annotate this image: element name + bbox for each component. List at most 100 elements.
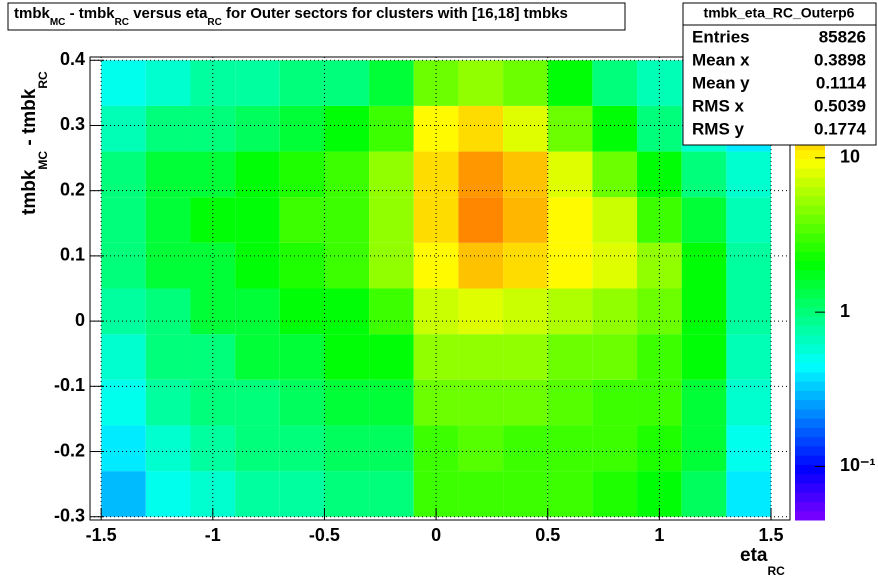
axes: -1.5 -1 -0.5 0 0.5 1 1.5 -0.3 -0.2 -0.1 0 0.1 0.2 0.3… xyxy=(54,49,784,545)
title-part: - tmbk xyxy=(65,5,115,22)
y-tick-label: 0 xyxy=(75,310,85,330)
heat-cell xyxy=(324,471,370,517)
title-part: versus eta xyxy=(129,5,208,22)
color-bar-step xyxy=(795,214,825,225)
heat-cell xyxy=(503,379,548,426)
heat-cell xyxy=(235,60,280,106)
color-bar-step xyxy=(795,501,825,512)
heat-cell xyxy=(458,60,504,106)
heat-cell xyxy=(190,151,236,198)
heat-cell xyxy=(413,151,459,198)
label-sub: RC xyxy=(767,564,785,578)
heat-cell xyxy=(413,425,459,472)
heat-cell xyxy=(324,379,370,426)
heat-cell xyxy=(592,425,638,472)
heat-cell xyxy=(279,197,325,243)
title-sub: RC xyxy=(115,17,129,28)
heat-cell xyxy=(503,288,548,335)
heat-cell xyxy=(681,334,727,380)
heat-cell xyxy=(503,425,548,472)
color-bar-step xyxy=(795,371,825,382)
heat-cell xyxy=(101,334,146,380)
color-bar-step xyxy=(795,149,825,160)
heat-cell xyxy=(145,60,191,106)
chart-title: tmbkMC - tmbkRC versus etaRC for Outer s… xyxy=(14,5,568,28)
heat-cell xyxy=(592,471,638,517)
color-bar-step xyxy=(795,399,825,410)
stats-value: 0.3898 xyxy=(814,50,866,69)
x-tick-label: -0.5 xyxy=(309,525,340,545)
color-bar-step xyxy=(795,269,825,280)
color-bar-step xyxy=(795,390,825,401)
color-bar-step xyxy=(795,223,825,234)
heat-cell xyxy=(592,105,638,152)
heat-cell xyxy=(726,197,772,243)
heat-cell xyxy=(637,105,682,152)
heat-cell xyxy=(726,425,772,472)
stats-label: RMS y xyxy=(692,119,745,138)
stats-label: RMS x xyxy=(692,96,745,115)
heat-cell xyxy=(592,242,638,289)
color-bar-step xyxy=(795,158,825,169)
color-bar-step xyxy=(795,260,825,271)
heat-cell xyxy=(458,379,504,426)
heat-cell xyxy=(279,242,325,289)
y-tick-label: 0.3 xyxy=(60,114,85,134)
heat-cell xyxy=(413,379,459,426)
heatmap xyxy=(101,60,772,517)
heat-cell xyxy=(235,379,280,426)
heat-cell xyxy=(369,197,414,243)
heat-cell xyxy=(547,288,593,335)
heat-cell xyxy=(547,334,593,380)
heat-cell xyxy=(145,151,191,198)
heat-cell xyxy=(279,425,325,472)
y-tick-label: 0.4 xyxy=(60,49,85,69)
heat-cell xyxy=(101,288,146,335)
heat-cell xyxy=(145,425,191,472)
title-box xyxy=(7,2,626,31)
x-tick-label: -1 xyxy=(205,525,221,545)
y-tick-label: -0.1 xyxy=(54,375,85,395)
x-axis-label: etaRC xyxy=(740,545,785,578)
heat-cell xyxy=(503,471,548,517)
heat-cell xyxy=(458,288,504,335)
heat-cell xyxy=(145,379,191,426)
heat-cell xyxy=(235,425,280,472)
heat-cell xyxy=(503,151,548,198)
heat-cell xyxy=(726,242,772,289)
label-sub: MC xyxy=(36,151,50,170)
stats-value: 85826 xyxy=(819,27,866,46)
heat-cell xyxy=(235,242,280,289)
heat-cell xyxy=(279,379,325,426)
color-bar-step xyxy=(795,418,825,428)
heat-cell xyxy=(503,60,548,106)
heat-cell xyxy=(637,151,682,198)
heat-cell xyxy=(235,105,280,152)
heat-cell xyxy=(190,425,236,472)
heat-cell xyxy=(458,425,504,472)
color-bar-step xyxy=(795,473,825,484)
heat-cell xyxy=(101,105,146,152)
heat-cell xyxy=(681,242,727,289)
label-part: eta xyxy=(740,545,768,566)
color-bar-step xyxy=(795,177,825,188)
heat-cell xyxy=(369,471,414,517)
heat-cell xyxy=(458,242,504,289)
heat-cell xyxy=(324,334,370,380)
color-bar-step xyxy=(795,251,825,262)
heat-cell xyxy=(592,288,638,335)
heat-cell xyxy=(592,379,638,426)
heat-cell xyxy=(592,197,638,243)
title-sub: MC xyxy=(50,17,66,28)
x-tick-label: -1.5 xyxy=(86,525,117,545)
heat-cell xyxy=(190,379,236,426)
stats-label: Entries xyxy=(692,27,750,46)
heat-cell xyxy=(681,288,727,335)
heat-cell xyxy=(547,197,593,243)
heat-cell xyxy=(324,242,370,289)
heat-cell xyxy=(279,105,325,152)
heat-cell xyxy=(145,105,191,152)
y-tick-label: -0.3 xyxy=(54,505,85,525)
color-bar-step xyxy=(795,325,825,336)
stats-box: tmbk_eta_RC_Outerp6 Entries 85826 Mean x 0.… xyxy=(682,2,877,146)
